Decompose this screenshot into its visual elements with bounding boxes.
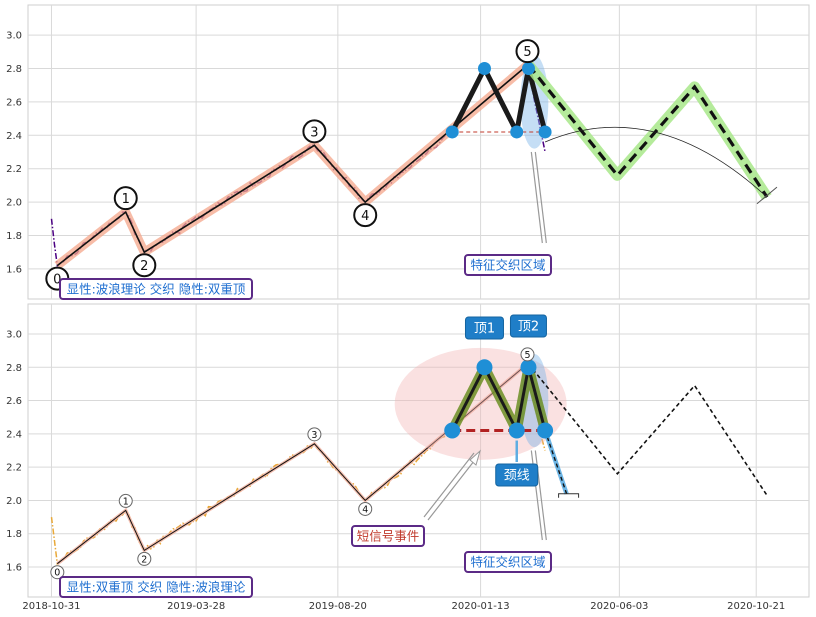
bottom-wave-label-0: 0 <box>54 568 60 579</box>
top-doubletop-point-2 <box>510 125 524 139</box>
bottom-mode-label: 显性:双重顶 交织 隐性:波浪理论 <box>67 580 246 595</box>
top-mode-label-box: 显性:波浪理论 交织 隐性:双重顶 <box>59 278 253 300</box>
top-zone-label-frame <box>464 254 552 276</box>
top-zone-arrow <box>530 151 547 244</box>
bottom-doubletop-point-2 <box>508 422 525 439</box>
top-doubletop-point-4 <box>538 125 552 139</box>
xtick-label-4: 2020-06-03 <box>590 601 648 612</box>
top-mode-label: 显性:波浪理论 交织 隐性:双重顶 <box>67 282 246 297</box>
top-wave-label-1: 1 <box>122 192 130 207</box>
top-ytick-label-5: 2.6 <box>6 97 22 108</box>
neck-badge-box: 颈线 <box>495 463 539 487</box>
top-wave-line <box>56 64 529 267</box>
bottom-ytick-label-5: 2.6 <box>6 396 22 407</box>
bottom-wave-label-3: 3 <box>311 430 317 441</box>
bottom-mode-label-frame <box>59 576 253 598</box>
short-signal-label-frame <box>351 525 425 547</box>
top1-badge-box: 顶1 <box>464 316 504 340</box>
top-wave-marker-1 <box>113 186 138 211</box>
top-doubletop-point-1 <box>477 61 491 75</box>
neck-badge: 颈线 <box>504 469 530 484</box>
xtick-label-0: 2018-10-31 <box>22 601 80 612</box>
bottom-ytick-label-0: 1.6 <box>6 563 22 574</box>
short-signal-label: 短信号事件 <box>357 529 420 544</box>
bottom-wave-marker-4 <box>358 501 373 516</box>
top-wave-marker-5 <box>515 39 540 64</box>
top1-badge: 顶1 <box>474 322 495 337</box>
top-mode-label-frame <box>59 278 253 300</box>
bottom-doubletop-point-3 <box>520 359 537 376</box>
top-ytick-label-1: 1.8 <box>6 231 22 242</box>
top-wave-label-5: 5 <box>523 45 531 60</box>
top2-badge: 顶2 <box>518 320 539 335</box>
top-doubletop-point-0 <box>445 125 459 139</box>
top-ytick-label-7: 3.0 <box>6 31 22 42</box>
bottom-wave-label-2: 2 <box>141 554 147 565</box>
top-wave-marker-2 <box>132 253 157 278</box>
bottom-wave-label-5: 5 <box>524 350 530 361</box>
bottom-ytick-label-1: 1.8 <box>6 529 22 540</box>
top-ytick-label-2: 2.0 <box>6 198 22 209</box>
bottom-ytick-label-3: 2.2 <box>6 463 22 474</box>
bottom-zone-label: 特征交织区域 <box>470 555 545 570</box>
top-zone-label: 特征交织区域 <box>470 258 545 273</box>
top-doubletop-point-3 <box>521 61 535 75</box>
top-ytick-label-6: 2.8 <box>6 64 22 75</box>
bottom-doubletop-point-4 <box>537 422 554 439</box>
bottom-wave-marker-1 <box>118 493 133 508</box>
xtick-label-1: 2019-03-28 <box>167 601 225 612</box>
top-wave-label-3: 3 <box>310 125 318 140</box>
xtick-label-2: 2019-08-20 <box>309 601 367 612</box>
top-projection-arc <box>544 126 768 198</box>
bottom-projection-line <box>527 363 768 496</box>
bottom-breakdown-bracket <box>558 493 580 498</box>
bottom-breakdown-highlight <box>542 429 569 495</box>
top2-badge-frame <box>509 314 547 338</box>
top-ytick-label-4: 2.4 <box>6 131 22 142</box>
bottom-wave-marker-2 <box>137 551 152 566</box>
top-wave-label-4: 4 <box>361 209 369 224</box>
top-ytick-label-3: 2.2 <box>6 164 22 175</box>
bottom-doubletop-point-0 <box>444 422 461 439</box>
bottom-wave-line <box>56 363 528 565</box>
bottom-wave-marker-3 <box>307 427 322 442</box>
top-projection-line <box>527 64 769 198</box>
top-zone-label-box: 特征交织区域 <box>464 254 552 276</box>
bottom-ytick-label-6: 2.8 <box>6 363 22 374</box>
bottom-zone-label-box: 特征交织区域 <box>464 551 552 573</box>
bottom-ytick-label-7: 3.0 <box>6 329 22 340</box>
bottom-wave-marker-5 <box>520 347 535 362</box>
bottom-wave-marker-0 <box>50 565 65 580</box>
short-signal-label-box: 短信号事件 <box>351 525 425 547</box>
xtick-label-3: 2020-01-13 <box>452 601 510 612</box>
bottom-wave-label-1: 1 <box>123 496 129 507</box>
top-wave-label-0: 0 <box>53 273 61 288</box>
top-wave-marker-4 <box>353 203 378 228</box>
bottom-zone-label-frame <box>464 551 552 573</box>
bottom-wave-label-4: 4 <box>362 504 368 515</box>
top-wave-marker-3 <box>302 119 327 144</box>
xtick-label-5: 2020-10-21 <box>727 601 785 612</box>
top1-badge-frame <box>464 316 504 340</box>
top-wave-label-2: 2 <box>140 259 148 274</box>
short-signal-arrowhead <box>469 449 481 466</box>
bottom-ytick-label-4: 2.4 <box>6 429 22 440</box>
neck-badge-frame <box>495 463 539 487</box>
top-ytick-label-0: 1.6 <box>6 264 22 275</box>
bottom-ytick-label-2: 2.0 <box>6 496 22 507</box>
bottom-plot-area <box>27 303 810 598</box>
top-arc-tick <box>756 186 778 205</box>
bottom-doubletop-point-1 <box>476 359 493 376</box>
bottom-mode-label-box: 显性:双重顶 交织 隐性:波浪理论 <box>59 576 253 598</box>
short-signal-arrow <box>423 452 479 521</box>
top2-badge-box: 顶2 <box>509 314 547 338</box>
